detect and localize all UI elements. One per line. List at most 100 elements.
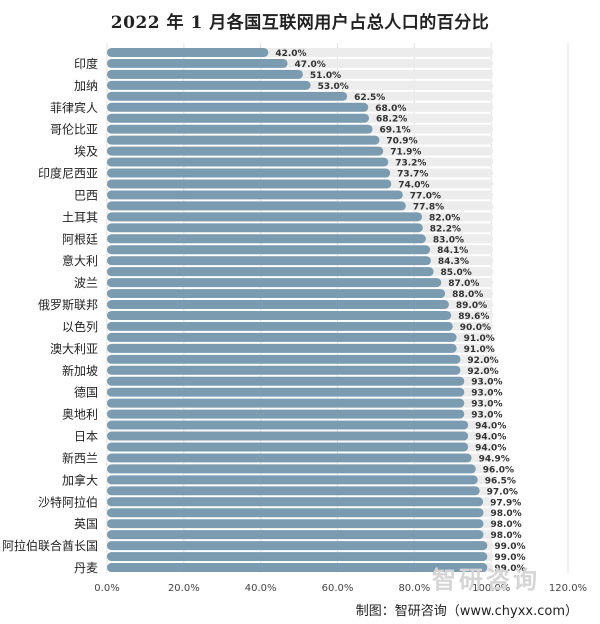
- category-label: 埃及: [74, 145, 98, 159]
- category-label: 巴西: [74, 188, 98, 202]
- category-label: 阿拉伯联合酋长国: [2, 538, 98, 553]
- category-label: 阿根廷: [62, 232, 98, 246]
- data-label: 89.6%: [458, 312, 489, 322]
- bar: [107, 343, 457, 353]
- bar: [107, 300, 449, 310]
- data-label: 87.0%: [448, 279, 479, 289]
- data-label: 82.2%: [430, 224, 461, 234]
- data-label: 62.5%: [354, 93, 385, 103]
- bar: [107, 245, 431, 255]
- x-tick-label: 20.0%: [168, 583, 200, 594]
- data-label: 69.1%: [379, 126, 410, 136]
- bar: [107, 124, 373, 134]
- data-label: 93.0%: [471, 400, 502, 410]
- category-label: 新西兰: [62, 450, 98, 465]
- bar: [107, 442, 469, 452]
- data-label: 77.0%: [410, 191, 441, 201]
- bar: [107, 212, 423, 222]
- data-label: 82.0%: [429, 213, 460, 223]
- data-label: 84.1%: [437, 246, 468, 256]
- data-label: 99.0%: [494, 542, 525, 552]
- bar: [107, 464, 476, 474]
- bar: [107, 146, 384, 156]
- data-label: 89.0%: [456, 301, 487, 311]
- data-label: 94.0%: [475, 433, 506, 443]
- category-label: 加拿大: [62, 472, 98, 487]
- data-label: 88.0%: [452, 290, 483, 300]
- data-label: 93.0%: [471, 389, 502, 399]
- bar: [107, 58, 288, 68]
- data-label: 92.0%: [467, 367, 498, 377]
- bar: [107, 278, 442, 288]
- chart-title: 2022 年 1 月各国互联网用户占总人口的百分比: [110, 13, 490, 33]
- x-tick-label: 60.0%: [322, 583, 354, 594]
- category-label: 奥地利: [62, 408, 98, 422]
- bar: [107, 398, 465, 408]
- data-label: 83.0%: [433, 235, 464, 245]
- bar: [107, 289, 446, 299]
- bar: [107, 563, 488, 573]
- data-label: 71.9%: [390, 148, 421, 158]
- data-label: 73.7%: [397, 170, 428, 180]
- data-label: 98.0%: [490, 531, 521, 541]
- category-label: 菲律宾人: [50, 100, 98, 115]
- data-label: 47.0%: [295, 60, 326, 70]
- category-label: 英国: [74, 517, 98, 531]
- data-label: 94.9%: [479, 454, 510, 464]
- bar: [107, 157, 389, 167]
- bar: [107, 91, 348, 101]
- data-label: 92.0%: [467, 356, 498, 366]
- bar: [107, 267, 434, 277]
- data-label: 98.0%: [490, 509, 521, 519]
- category-label: 沙特阿拉伯: [38, 494, 98, 509]
- category-label: 波兰: [74, 276, 98, 290]
- bar: [107, 431, 469, 441]
- bar: [107, 102, 369, 112]
- data-label: 74.0%: [398, 180, 429, 190]
- data-label: 51.0%: [310, 71, 341, 81]
- bar: [107, 486, 480, 496]
- data-label: 91.0%: [464, 334, 495, 344]
- data-label: 94.0%: [475, 422, 506, 432]
- data-label: 96.5%: [485, 476, 516, 486]
- bar: [107, 69, 303, 79]
- bar: [107, 354, 461, 364]
- category-label: 日本: [74, 430, 98, 444]
- bar: [107, 310, 452, 320]
- bar: [107, 179, 392, 189]
- bar: [107, 190, 403, 200]
- bar: [107, 409, 465, 419]
- x-tick-label: 120.0%: [549, 583, 587, 594]
- category-label: 丹麦: [74, 561, 98, 575]
- watermark: 智研咨询: [432, 566, 540, 594]
- bar: [107, 80, 311, 90]
- bar: [107, 223, 423, 233]
- data-label: 90.0%: [460, 323, 491, 333]
- data-label: 97.9%: [490, 498, 521, 508]
- bar: [107, 201, 406, 211]
- label-layer: 0.0% 20.0% 40.0% 60.0% 80.0% 100.0% 120.0% 42.0…: [2, 49, 587, 594]
- category-label: 德国: [74, 385, 98, 400]
- data-label: 99.0%: [494, 564, 525, 574]
- bar: [107, 376, 465, 386]
- category-label: 哥伦比亚: [50, 122, 98, 137]
- category-label: 印度尼西亚: [38, 166, 98, 181]
- data-label: 94.0%: [475, 443, 506, 453]
- x-tick-label: 0.0%: [94, 583, 119, 594]
- data-label: 99.0%: [494, 553, 525, 563]
- bar: [107, 332, 457, 342]
- bar: [107, 475, 478, 485]
- bar: [107, 135, 380, 145]
- category-label: 以色列: [62, 320, 98, 334]
- bar: [107, 168, 391, 178]
- bar: [107, 365, 461, 375]
- data-label: 68.0%: [375, 104, 406, 114]
- bar: [107, 256, 431, 266]
- category-label: 加纳: [74, 79, 98, 93]
- bar: [107, 519, 484, 529]
- source-note: 制图：智研咨询（www.chyxx.com）: [355, 604, 578, 619]
- x-tick-label: 80.0%: [398, 583, 430, 594]
- data-label: 70.9%: [386, 137, 417, 147]
- bar: [107, 420, 469, 430]
